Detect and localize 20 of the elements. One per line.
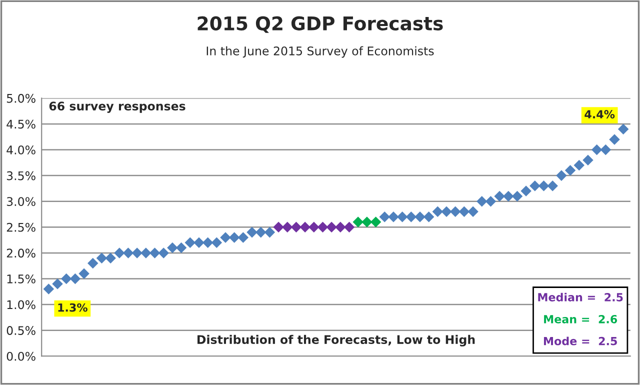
y-tick-label: 3.0%: [6, 197, 36, 206]
chart-title: 2015 Q2 GDP Forecasts: [198, 16, 443, 33]
y-tick-label: 0.5%: [6, 326, 36, 335]
y-tick-label: 3.5%: [6, 171, 36, 180]
annotation: 66 survey responses: [49, 102, 186, 113]
y-tick-label: 1.5%: [7, 274, 36, 284]
data-label: 1.3%: [58, 303, 88, 312]
y-tick-label: 0.0%: [6, 352, 36, 361]
annotation: Mode = 2.5: [544, 336, 617, 346]
data-label: 4.4%: [584, 110, 615, 118]
annotation: Mean = 2.6: [544, 314, 618, 324]
y-tick-label: 4.0%: [6, 145, 36, 154]
annotation: Median = 2.5: [538, 292, 623, 302]
y-tick-label: 2.0%: [6, 248, 36, 258]
y-tick-label: 1.0%: [7, 300, 36, 310]
annotation: Distribution of the Forecasts, Low to High: [198, 334, 475, 346]
y-tick-label: 4.5%: [6, 120, 36, 129]
y-tick-label: 2.5%: [6, 222, 36, 232]
y-tick-label: 5.0%: [6, 94, 36, 103]
chart-subtitle: In the June 2015 Survey of Economists: [206, 46, 434, 58]
